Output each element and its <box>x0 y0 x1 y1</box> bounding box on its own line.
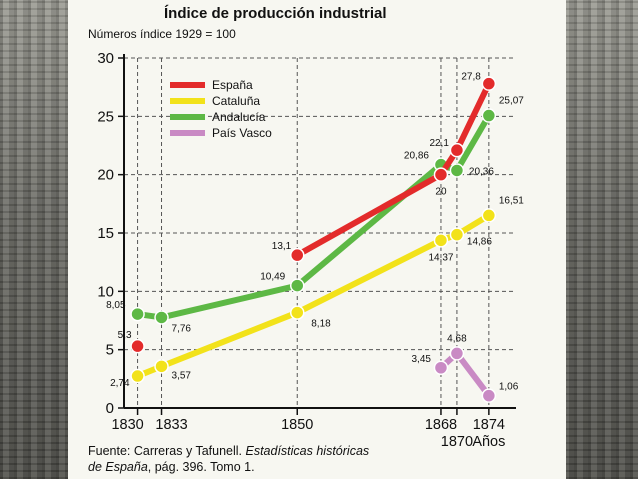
data-point <box>449 346 465 361</box>
series-segment <box>453 80 492 154</box>
series-segment <box>453 112 492 174</box>
legend: España Cataluña Andalucía País Vasco <box>170 78 272 140</box>
legend-label: Andalucía <box>212 110 266 124</box>
chart-subtitle: Números índice 1929 = 100 <box>88 27 236 41</box>
legend-label: Cataluña <box>212 94 260 108</box>
series-segment <box>453 350 492 399</box>
data-label: 14,37 <box>428 252 453 263</box>
data-point <box>289 247 305 263</box>
data-point <box>481 76 497 91</box>
y-tick-label: 25 <box>97 108 114 125</box>
series-espa-a: 5,3 13,1 20 22,1 27,8 <box>118 72 497 354</box>
data-label: 8,18 <box>311 319 331 330</box>
data-label: 22,1 <box>429 138 449 149</box>
data-label: 20,86 <box>404 151 429 162</box>
x-axis-title: Años <box>472 434 505 450</box>
data-point <box>433 233 449 248</box>
data-point <box>481 208 497 223</box>
data-label: 20 <box>435 187 447 198</box>
x-tick-label: 1833 <box>155 417 187 433</box>
x-tick-label: 1874 <box>473 417 505 433</box>
data-label: 14,86 <box>467 237 492 248</box>
data-point <box>130 338 145 354</box>
data-label: 7,76 <box>172 323 192 334</box>
data-label: 25,07 <box>499 96 524 107</box>
series-catalu-a: 2,74 3,57 8,18 14,37 14,86 16,51 <box>110 195 524 389</box>
data-point <box>154 310 169 325</box>
legend-label: País Vasco <box>212 126 272 140</box>
series-pa-s-vasco: 3,45 4,68 1,06 <box>411 333 519 403</box>
y-tick-label: 20 <box>97 167 114 184</box>
source-suffix: , pág. 396. Tomo 1. <box>148 460 255 474</box>
data-label: 27,8 <box>461 72 481 83</box>
data-point <box>130 306 145 322</box>
source-italic-2: de España <box>88 460 148 474</box>
chart-title: Índice de producción industrial <box>164 5 387 22</box>
series-segment <box>294 161 444 289</box>
source-note: Fuente: Carreras y Tafunell. Estadística… <box>88 444 373 474</box>
data-point <box>289 278 305 293</box>
series-segment <box>158 309 301 370</box>
series-andaluc-a: 8,05 7,76 10,49 20,86 20,36 25,07 <box>106 96 524 335</box>
data-label: 3,57 <box>172 370 192 381</box>
data-label: 20,36 <box>469 166 494 177</box>
x-tick-label: 1868 <box>425 417 457 433</box>
data-point <box>449 227 465 242</box>
data-point <box>289 305 305 320</box>
y-tick-label: 15 <box>97 225 114 242</box>
x-tick-label: 1870 <box>441 434 473 450</box>
data-point <box>433 360 449 375</box>
data-point <box>449 142 465 158</box>
series-segment <box>294 171 444 259</box>
data-label: 13,1 <box>272 241 292 252</box>
data-point <box>154 359 169 374</box>
data-point <box>130 368 145 384</box>
series-segment <box>158 282 301 321</box>
data-label: 5,3 <box>118 330 132 341</box>
y-tick-label: 5 <box>106 342 114 359</box>
source-prefix: Fuente: Carreras y Tafunell. <box>88 444 245 458</box>
data-point <box>481 108 497 123</box>
data-label: 8,05 <box>106 300 126 311</box>
y-tick-label: 10 <box>97 283 114 300</box>
data-point <box>449 163 465 178</box>
data-label: 1,06 <box>499 382 519 393</box>
data-label: 10,49 <box>260 272 285 283</box>
data-label: 16,51 <box>499 195 524 206</box>
x-tick-label: 1830 <box>111 417 143 433</box>
data-label: 2,74 <box>110 378 130 389</box>
y-tick-label: 0 <box>106 400 114 417</box>
series-segment <box>294 237 444 316</box>
data-label: 4,68 <box>447 333 467 344</box>
series-layer: 8,05 7,76 10,49 20,86 20,36 25,07 2,74 3,57 8,18… <box>106 72 524 403</box>
legend-label: España <box>212 78 253 92</box>
data-point <box>481 388 497 403</box>
y-tick-label: 30 <box>97 50 114 67</box>
x-tick-label: 1850 <box>281 417 313 433</box>
data-point <box>433 167 449 182</box>
data-label: 3,45 <box>411 354 431 365</box>
source-italic-1: Estadísticas históricas <box>245 444 369 458</box>
